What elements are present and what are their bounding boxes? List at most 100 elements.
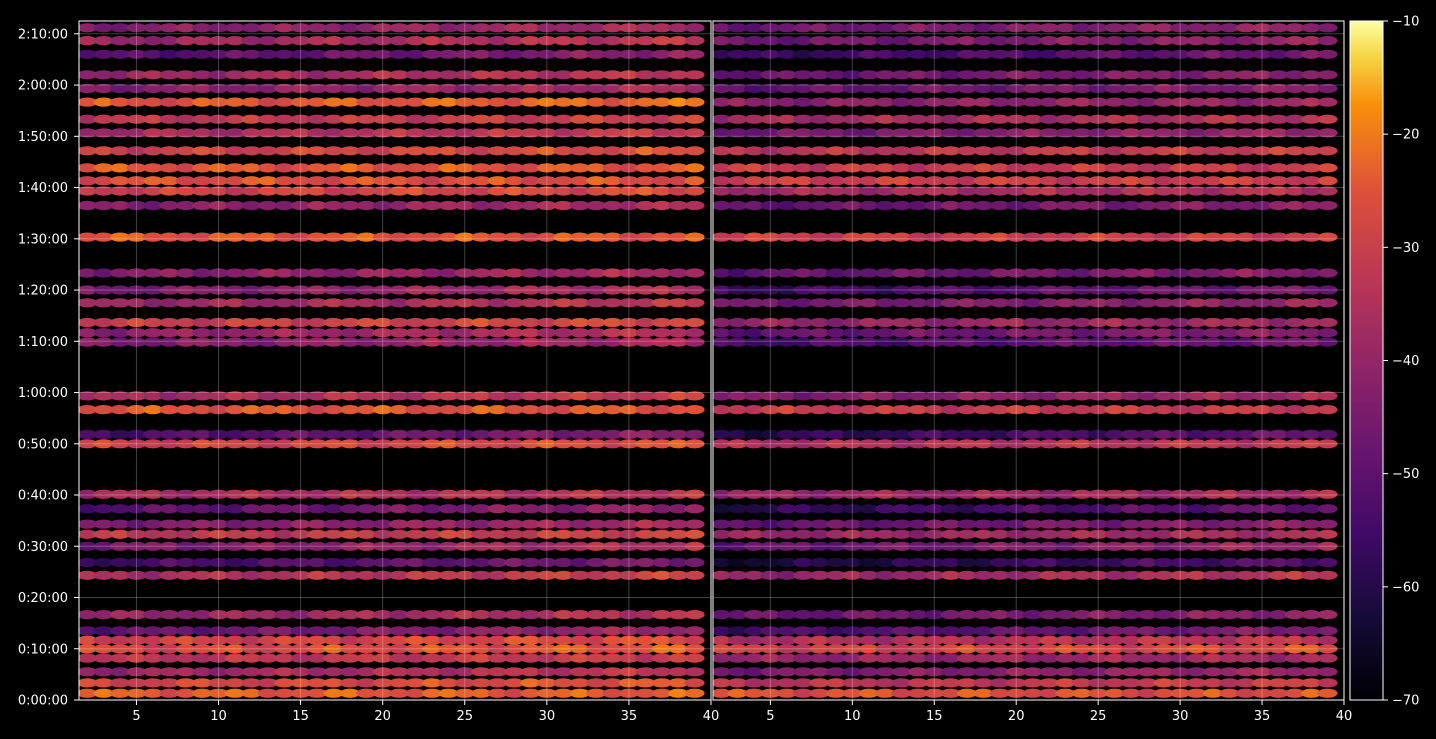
heatmap-cell (93, 678, 114, 688)
heatmap-cell (727, 667, 748, 677)
heatmap-cell (1284, 232, 1305, 242)
heatmap-cell (1137, 635, 1158, 645)
heatmap-cell (93, 163, 114, 173)
heatmap-cell (1006, 23, 1027, 33)
heatmap-cell (142, 529, 163, 539)
heatmap-cell (924, 70, 945, 80)
heatmap-cell (389, 163, 410, 173)
heatmap-cell (924, 653, 945, 663)
heatmap-cell (421, 128, 442, 138)
heatmap-cell (192, 328, 213, 338)
heatmap-cell (1219, 644, 1240, 654)
heatmap-cell (793, 489, 814, 499)
heatmap-cell (290, 200, 311, 211)
heatmap-cell (1055, 186, 1076, 196)
heatmap-cell (760, 541, 781, 551)
heatmap-cell (1170, 626, 1191, 636)
heatmap-cell (1006, 405, 1027, 415)
heatmap-cell (744, 36, 764, 46)
heatmap-cell (192, 635, 213, 645)
heatmap-cell (192, 439, 213, 449)
heatmap-cell (1284, 489, 1305, 499)
heatmap-cell (110, 504, 130, 514)
heatmap-cell (323, 429, 344, 439)
heatmap-cell (93, 285, 114, 295)
heatmap-cell (1088, 429, 1109, 439)
heatmap-cell (651, 653, 672, 663)
heatmap-cell (825, 163, 846, 173)
heatmap-cell (1137, 200, 1158, 211)
heatmap-cell (957, 391, 977, 401)
heatmap-cell (323, 83, 344, 94)
heatmap-cell (957, 128, 977, 138)
heatmap-cell (760, 519, 781, 529)
heatmap-cell (520, 176, 541, 186)
heatmap-cell (159, 439, 180, 449)
heatmap-cell (973, 519, 994, 529)
heatmap-cell (257, 667, 278, 677)
heatmap-cell (891, 610, 912, 620)
heatmap-cell (520, 200, 541, 211)
heatmap-cell (290, 644, 311, 654)
heatmap-cell (744, 298, 764, 308)
heatmap-cell (744, 504, 764, 514)
heatmap-cell (1317, 519, 1338, 529)
heatmap-cell (471, 653, 492, 663)
heatmap-cell (842, 557, 863, 568)
heatmap-cell (241, 391, 262, 401)
heatmap-cell (339, 128, 360, 138)
heatmap-cell (907, 146, 928, 156)
heatmap-cell (1039, 429, 1059, 439)
heatmap-cell (793, 644, 814, 654)
heatmap-cell (973, 70, 994, 80)
heatmap-cell (713, 688, 732, 698)
heatmap-cell (126, 298, 147, 308)
heatmap-cell (553, 570, 574, 580)
heatmap-cell (1104, 570, 1125, 580)
heatmap-cell (405, 23, 426, 33)
heatmap-cell (635, 635, 656, 645)
heatmap-cell (487, 114, 508, 124)
heatmap-cell (110, 23, 130, 33)
heatmap-cell (159, 285, 180, 295)
heatmap-cell (1186, 667, 1207, 677)
heatmap-cell (454, 557, 475, 568)
heatmap-cell (274, 405, 295, 415)
heatmap-cell (208, 570, 229, 580)
heatmap-cell (339, 439, 360, 449)
heatmap-cell (1317, 83, 1338, 94)
x-tick-label: 25 (1090, 709, 1107, 724)
heatmap-cell (1039, 610, 1059, 620)
heatmap-cell (1137, 626, 1158, 636)
heatmap-cell (957, 644, 977, 654)
heatmap-cell (1268, 489, 1289, 499)
heatmap-cell (1235, 114, 1256, 124)
heatmap-cell (1268, 298, 1289, 308)
heatmap-cell (307, 489, 327, 499)
heatmap-cell (1055, 268, 1076, 278)
heatmap-cell (1153, 298, 1174, 308)
heatmap-cell (504, 317, 524, 328)
heatmap-cell (1153, 49, 1174, 59)
heatmap-cell (356, 667, 377, 677)
heatmap-cell (1202, 328, 1223, 338)
heatmap-cell (487, 391, 508, 401)
heatmap-cell (940, 570, 961, 580)
heatmap-cell (651, 146, 672, 156)
heatmap-cell (421, 23, 442, 33)
heatmap-cell (684, 391, 705, 401)
heatmap-cell (825, 23, 846, 33)
heatmap-cell (602, 391, 623, 401)
heatmap-cell (1301, 678, 1322, 688)
heatmap-cell (372, 504, 393, 514)
heatmap-cell (438, 114, 459, 124)
heatmap-cell (668, 70, 689, 80)
heatmap-cell (1006, 667, 1027, 677)
heatmap-cell (1071, 114, 1092, 124)
heatmap-cell (1268, 541, 1289, 551)
heatmap-cell (809, 70, 830, 80)
heatmap-cell (1284, 635, 1305, 645)
heatmap-cell (79, 317, 98, 328)
heatmap-cell (553, 298, 574, 308)
heatmap-cell (1039, 405, 1059, 415)
